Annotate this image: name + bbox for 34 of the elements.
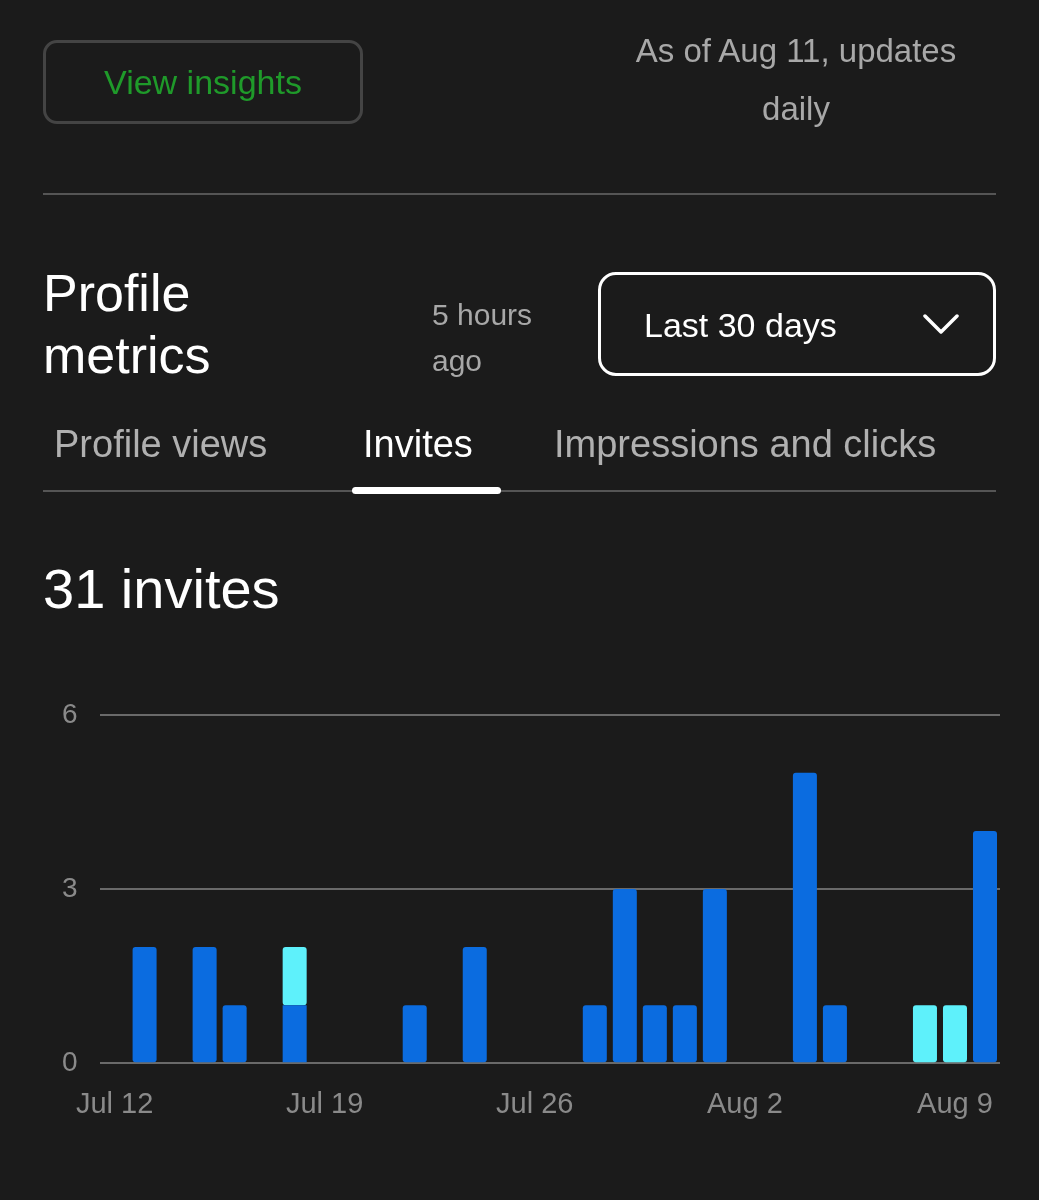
x-tick-label: Jul 12	[75, 1086, 154, 1119]
bar	[282, 947, 307, 1006]
bar	[582, 1005, 607, 1063]
bar	[612, 889, 637, 1063]
text: 5 hours ago	[432, 297, 534, 379]
x-tick-label: Jul 19	[285, 1086, 364, 1119]
bar	[822, 1005, 847, 1063]
chart-subtitle: 31 invites	[43, 556, 280, 621]
chart-title: Profile metrics	[43, 263, 212, 386]
bar	[132, 947, 157, 1063]
y-tick-label: 3	[61, 871, 78, 903]
text: Invites	[363, 423, 473, 466]
bar	[972, 830, 997, 1063]
text: View insights	[43, 40, 363, 124]
bar	[282, 1005, 307, 1063]
x-tick-label: Jul 26	[496, 1086, 574, 1119]
bar	[942, 1005, 967, 1063]
x-tick-label: Aug 9	[917, 1086, 993, 1119]
text: Last 30 days	[644, 306, 837, 345]
bar	[642, 1005, 667, 1063]
text: Profile views	[54, 423, 268, 466]
x-tick-label: Aug 2	[706, 1086, 783, 1119]
bar	[702, 889, 727, 1063]
text: As of Aug 11, updates daily	[634, 31, 958, 129]
bar	[462, 947, 487, 1063]
bar	[192, 947, 217, 1063]
y-tick-label: 0	[61, 1045, 78, 1077]
text: Impressions and clicks	[554, 423, 937, 466]
bar	[912, 1005, 937, 1063]
bar	[792, 772, 817, 1063]
bar	[672, 1005, 697, 1063]
y-tick-label: 6	[61, 697, 78, 729]
bar	[222, 1005, 247, 1063]
bar	[402, 1005, 427, 1063]
